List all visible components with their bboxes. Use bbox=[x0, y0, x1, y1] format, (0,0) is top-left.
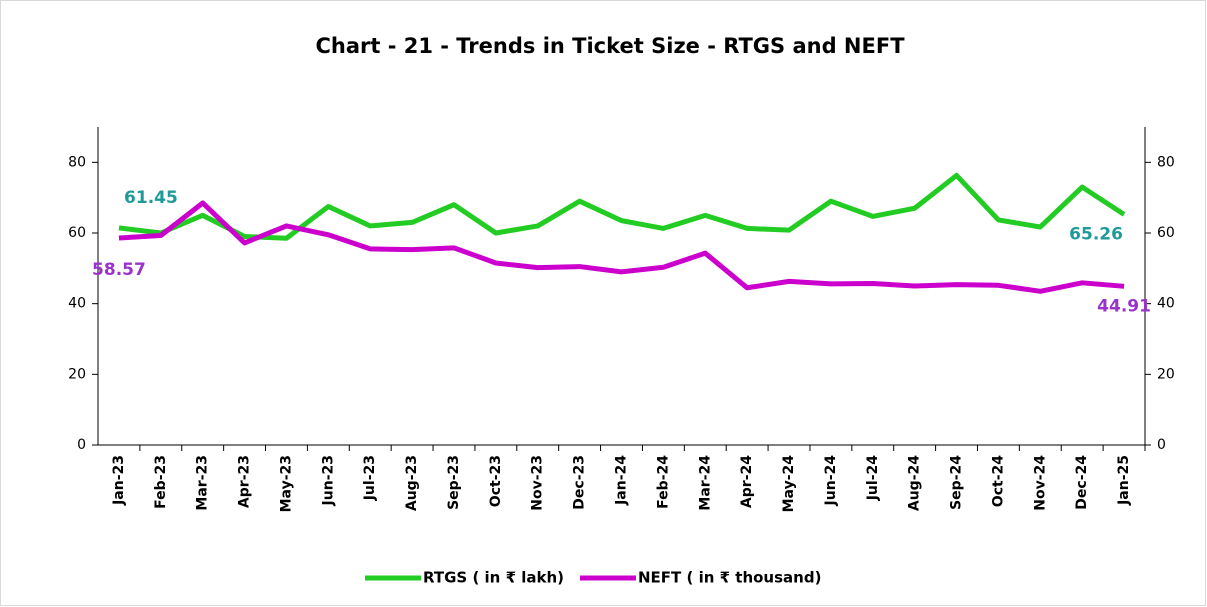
data-label: 65.26 bbox=[1069, 224, 1123, 244]
x-tick-label: Jan-25 bbox=[1116, 455, 1132, 506]
legend-label: NEFT ( in ₹ thousand) bbox=[638, 569, 821, 587]
x-tick-label: Jan-24 bbox=[614, 455, 630, 506]
x-tick-label: Aug-23 bbox=[404, 455, 420, 511]
data-label: 61.45 bbox=[124, 188, 178, 208]
x-tick-label: Apr-23 bbox=[237, 455, 253, 508]
legend-label: RTGS ( in ₹ lakh) bbox=[423, 569, 564, 587]
x-tick-label: Nov-24 bbox=[1032, 455, 1048, 511]
x-tick-label: Feb-23 bbox=[153, 455, 169, 509]
y-tick-label: 80 bbox=[68, 154, 86, 170]
y2-tick-label: 40 bbox=[1157, 296, 1175, 312]
y2-tick-label: 60 bbox=[1157, 225, 1175, 241]
x-tick-label: May-23 bbox=[278, 455, 294, 512]
x-tick-label: Mar-24 bbox=[697, 455, 713, 511]
series-line bbox=[118, 172, 1126, 241]
data-label: 44.91 bbox=[1097, 296, 1151, 316]
x-tick-label: Aug-24 bbox=[907, 455, 923, 511]
x-tick-label: Sep-24 bbox=[949, 455, 965, 510]
y2-tick-label: 20 bbox=[1157, 366, 1175, 382]
y2-tick-label: 80 bbox=[1157, 154, 1175, 170]
x-tick-label: Oct-23 bbox=[488, 455, 504, 507]
x-tick-label: Apr-24 bbox=[739, 455, 755, 508]
series-line bbox=[118, 200, 1125, 294]
x-tick-label: Dec-24 bbox=[1074, 455, 1090, 510]
x-tick-label: Sep-23 bbox=[446, 455, 462, 510]
y-tick-label: 40 bbox=[68, 296, 86, 312]
chart-title: Chart - 21 - Trends in Ticket Size - RTG… bbox=[315, 34, 905, 58]
y2-tick-label: 0 bbox=[1157, 437, 1166, 453]
data-label: 58.57 bbox=[92, 260, 146, 280]
x-tick-label: May-24 bbox=[781, 455, 797, 513]
x-tick-label: Jun-23 bbox=[320, 455, 336, 506]
x-tick-label: Oct-24 bbox=[990, 455, 1006, 507]
y-tick-label: 0 bbox=[77, 437, 86, 453]
x-tick-label: Dec-23 bbox=[572, 455, 588, 510]
x-tick-label: Jul-24 bbox=[865, 455, 881, 502]
x-tick-label: Jan-23 bbox=[111, 455, 127, 506]
x-tick-label: Jun-24 bbox=[823, 455, 839, 507]
x-tick-label: Feb-24 bbox=[655, 455, 671, 509]
x-tick-label: Nov-23 bbox=[530, 455, 546, 511]
y-tick-label: 20 bbox=[68, 366, 86, 382]
x-tick-label: Jul-23 bbox=[362, 455, 378, 501]
y-tick-label: 60 bbox=[68, 225, 86, 241]
x-tick-label: Mar-23 bbox=[195, 455, 211, 511]
